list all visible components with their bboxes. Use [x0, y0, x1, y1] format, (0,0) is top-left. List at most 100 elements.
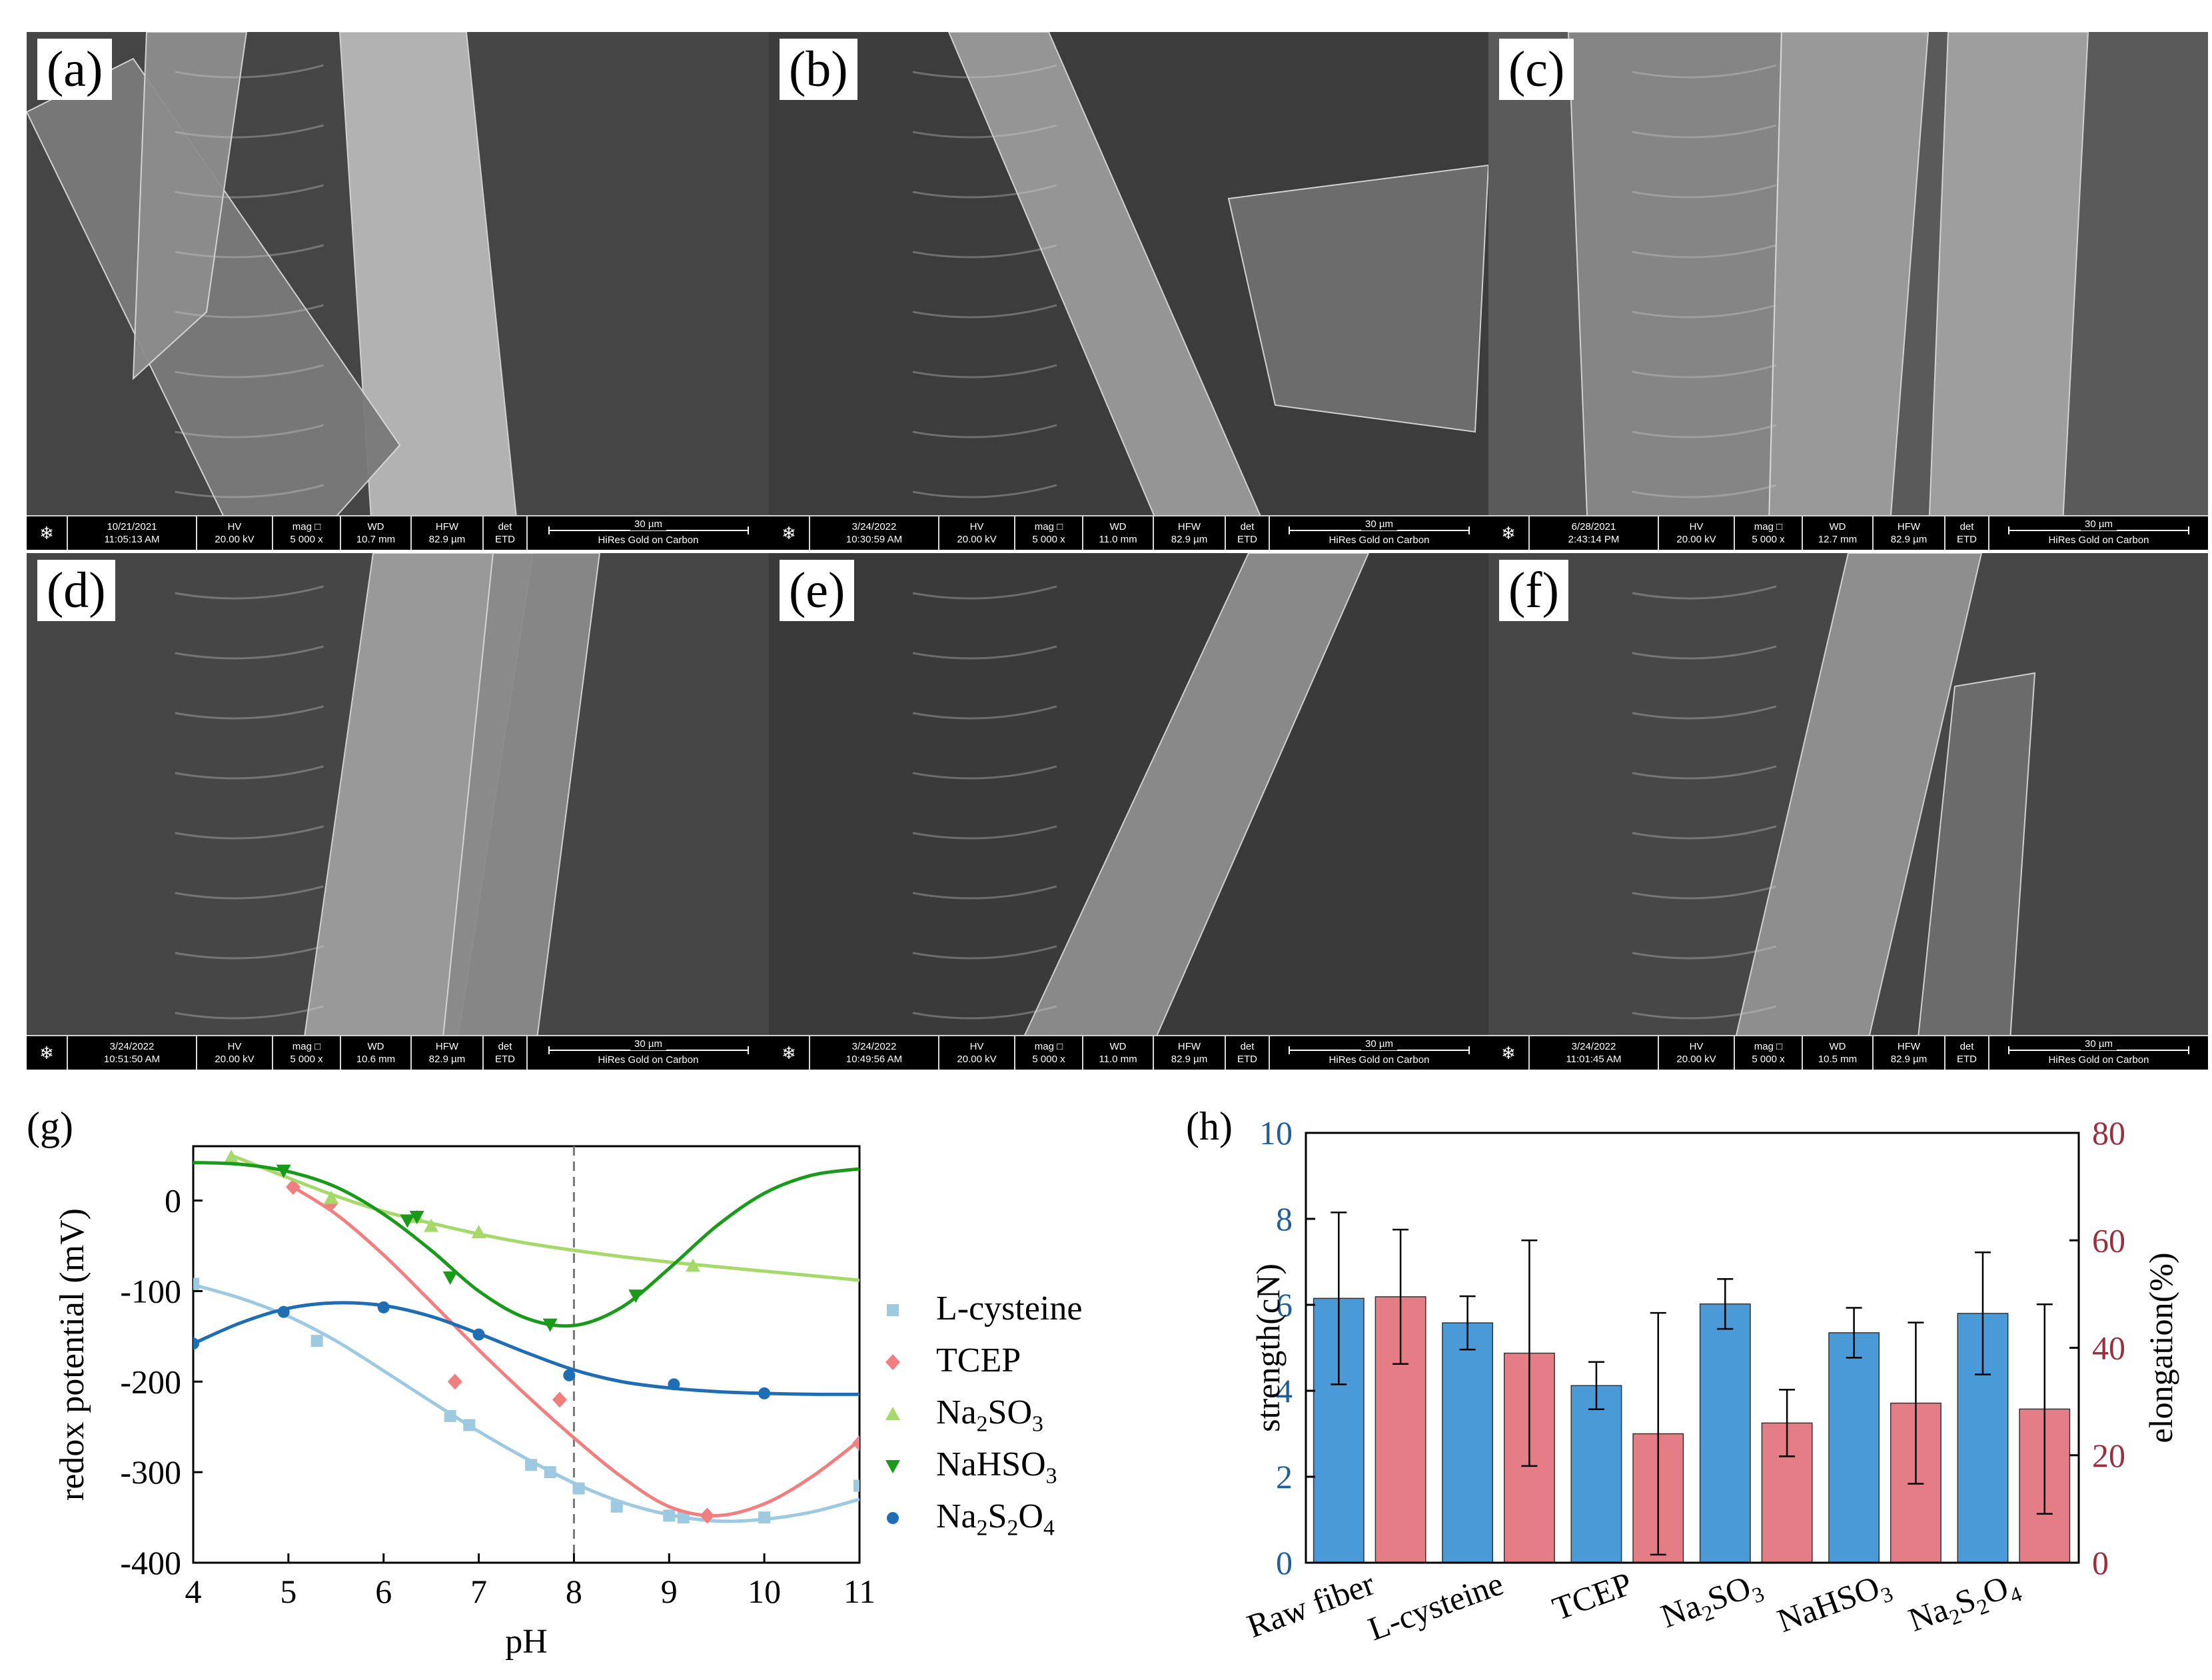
fiber-scale-edge — [175, 184, 324, 199]
sem-info-bar: ❄ 6/28/2021 2:43:14 PM HV 20.00 kV mag □ 5 000… — [1488, 515, 2208, 550]
cell-label: mag □ — [1034, 521, 1063, 532]
legend-entry: Na2SO3 — [885, 1393, 1043, 1436]
scale-bar-cell: 30 µm HiRes Gold on Carbon — [1270, 516, 1488, 550]
scale-bar: 30 µm — [2008, 517, 2189, 534]
fiber-scale-edge — [1632, 304, 1777, 319]
fiber-scale-edge — [175, 364, 324, 379]
label-part: O — [1018, 1497, 1043, 1535]
cell-label: HV — [1689, 521, 1704, 532]
coating-label: HiRes Gold on Carbon — [598, 1054, 699, 1066]
fiber-scale-edge — [1632, 645, 1777, 660]
legend-label: TCEP — [936, 1341, 1021, 1379]
sem-info-bar: ❄ 3/24/2022 10:30:59 AM HV 20.00 kV mag □ 5 00… — [769, 515, 1488, 550]
subscript: 2 — [977, 1515, 988, 1540]
cell-value: 11:05:13 AM — [104, 534, 160, 545]
det-cell: det ETD — [1226, 516, 1270, 550]
cell-label: HFW — [1897, 1041, 1921, 1052]
fiber-scale-edge — [1632, 64, 1777, 79]
series-nahso3 — [193, 1160, 859, 1332]
sem-panel-f: (f) ❄ 3/24/2022 11:01:45 AM HV 20.00 kV mag □ 5… — [1488, 553, 2208, 1070]
data-point — [193, 1337, 199, 1350]
cell-label: HV — [969, 521, 984, 532]
fiber-shape — [947, 32, 1277, 550]
data-point — [276, 1164, 291, 1178]
fiber-scale-edge — [912, 244, 1057, 259]
cell-value: 82.9 µm — [1890, 1054, 1928, 1065]
cell-value: 10:30:59 AM — [845, 534, 903, 545]
snowflake-icon: ❄ — [769, 1036, 810, 1070]
cell-label: HV — [227, 521, 242, 532]
cell-value: 10:51:50 AM — [103, 1054, 161, 1065]
scale-length: 30 µm — [1361, 1037, 1397, 1050]
cell-label: det — [1240, 521, 1255, 532]
cell-value: ETD — [495, 1054, 515, 1065]
sem-image — [1488, 32, 2208, 550]
cell-label: 3/24/2022 — [851, 521, 897, 532]
cell-value: 20.00 kV — [215, 534, 255, 545]
cell-value: ETD — [495, 534, 515, 545]
scale-bar: 30 µm — [1289, 517, 1470, 534]
data-point — [444, 1409, 456, 1422]
series-l-cysteine — [193, 1277, 859, 1524]
data-point — [377, 1301, 390, 1313]
y-tick-label: 0 — [165, 1182, 181, 1220]
fiber-scale-edge — [175, 945, 324, 960]
data-point — [542, 1318, 558, 1332]
legend-entry: L-cysteine — [887, 1289, 1082, 1327]
data-point — [400, 1214, 415, 1228]
legend-entry: TCEP — [885, 1341, 1021, 1379]
cell-label: mag □ — [1754, 521, 1783, 532]
data-point — [885, 1354, 900, 1370]
scale-bar: 30 µm — [548, 517, 749, 534]
fiber-scale-edge — [912, 945, 1057, 960]
series-na2so3 — [224, 1150, 859, 1282]
cell-label: HV — [1689, 1041, 1704, 1052]
det-cell: det ETD — [484, 1036, 528, 1070]
bar-strength — [1699, 1303, 1751, 1563]
hv-cell: HV 20.00 kV — [939, 516, 1015, 550]
label-part: NaHSO — [936, 1445, 1046, 1483]
data-point — [277, 1305, 290, 1318]
x-tick-label: 5 — [280, 1573, 296, 1610]
panel-label: (g) — [27, 1104, 73, 1148]
snowflake-icon: ❄ — [1488, 516, 1530, 550]
fiber-scale-edge — [175, 304, 324, 319]
fiber-scale-edge — [912, 64, 1057, 79]
x-category-label: Raw fiber — [1242, 1565, 1379, 1645]
cell-label: WD — [1829, 521, 1846, 532]
cell-label: WD — [1829, 1041, 1846, 1052]
fit-line — [287, 1182, 859, 1517]
scale-bar: 30 µm — [2008, 1037, 2189, 1054]
hfw-cell: HFW 82.9 µm — [1154, 516, 1226, 550]
x-tick-label: 8 — [566, 1573, 582, 1610]
fiber-scale-edge — [1632, 184, 1777, 199]
cell-value: 5 000 x — [1032, 1054, 1065, 1065]
fiber-scale-edge — [912, 705, 1057, 720]
cell-value: 11.0 mm — [1099, 534, 1137, 545]
label-part: TCEP — [1548, 1565, 1637, 1627]
date-time-cell: 3/24/2022 10:49:56 AM — [810, 1036, 939, 1070]
fiber-scale-edge — [175, 765, 324, 780]
scale-wrap: 30 µm HiRes Gold on Carbon — [532, 1037, 765, 1066]
fiber-scale-edge — [1632, 585, 1777, 600]
cell-label: HFW — [435, 1041, 459, 1052]
bar-strength — [1828, 1332, 1880, 1563]
bars — [1313, 1212, 2071, 1563]
hv-cell: HV 20.00 kV — [197, 516, 273, 550]
cell-label: HFW — [1897, 521, 1921, 532]
data-point — [758, 1511, 771, 1524]
scale-wrap: 30 µm HiRes Gold on Carbon — [1993, 1037, 2204, 1066]
y-axis-label: redox potential (mV) — [53, 1208, 91, 1501]
x-category-label: Na2SO3 — [1656, 1565, 1768, 1640]
sem-panel-c: (c) ❄ 6/28/2021 2:43:14 PM HV 20.00 kV mag □ 5 … — [1488, 32, 2208, 550]
data-point — [544, 1466, 556, 1479]
scale-wrap: 30 µm HiRes Gold on Carbon — [1274, 517, 1484, 546]
fiber-scale-edge — [912, 484, 1057, 498]
label-part: Na — [936, 1497, 977, 1535]
fit-line — [231, 1154, 859, 1282]
legend-label: L-cysteine — [936, 1289, 1082, 1327]
cell-label: HFW — [435, 521, 459, 532]
cell-label: 3/24/2022 — [109, 1041, 155, 1052]
data-point — [663, 1509, 676, 1522]
